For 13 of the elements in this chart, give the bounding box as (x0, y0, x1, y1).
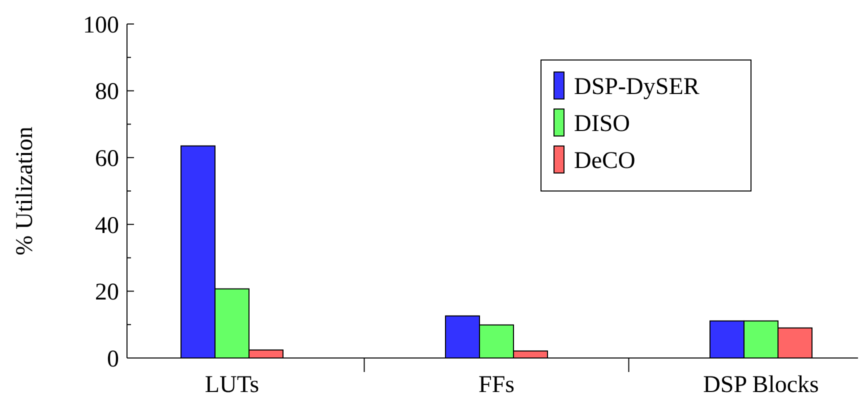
x-tick-label: LUTs (204, 372, 260, 398)
y-tick-label: 40 (95, 212, 119, 239)
y-tick-label: 100 (83, 12, 119, 38)
y-tick-label: 20 (95, 280, 119, 306)
y-tick-label: 80 (95, 79, 119, 106)
y-axis-title: % Utilization (12, 126, 38, 256)
x-tick-label: DSP Blocks (703, 372, 819, 398)
x-tick-label: FFs (478, 372, 515, 398)
legend-label: DeCO (574, 148, 636, 174)
y-tick-label: 60 (95, 146, 119, 172)
y-tick-label: 0 (107, 346, 119, 372)
legend-label: DISO (574, 111, 630, 137)
legend-label: DSP-DySER (574, 74, 700, 100)
